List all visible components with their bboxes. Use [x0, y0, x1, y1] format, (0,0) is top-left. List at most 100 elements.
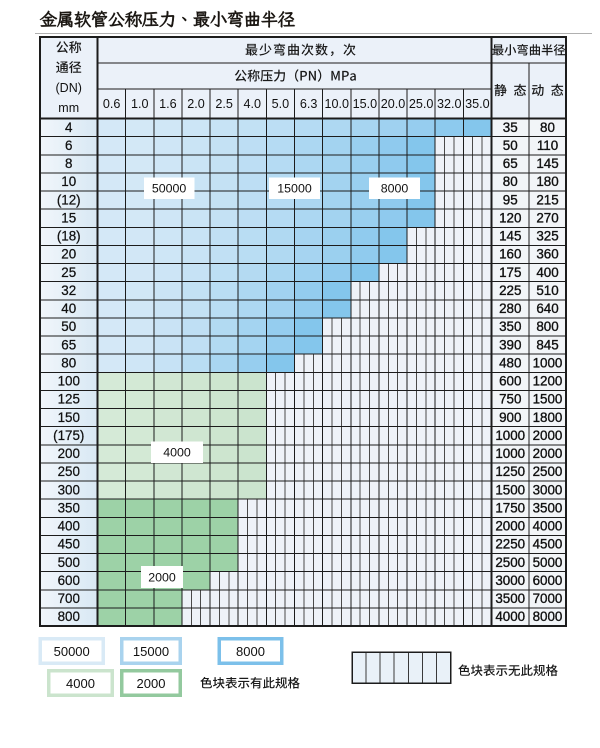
svg-text:8000: 8000: [533, 609, 563, 624]
svg-text:390: 390: [499, 337, 521, 352]
svg-text:1000: 1000: [495, 446, 525, 461]
svg-text:350: 350: [499, 319, 521, 334]
svg-text:mm: mm: [58, 101, 79, 115]
svg-text:80: 80: [61, 355, 76, 370]
svg-text:160: 160: [499, 247, 521, 262]
svg-text:845: 845: [536, 337, 558, 352]
svg-text:2000: 2000: [495, 519, 525, 534]
svg-text:4000: 4000: [66, 676, 95, 691]
svg-text:35.0: 35.0: [465, 97, 490, 111]
svg-text:150: 150: [58, 410, 80, 425]
svg-text:120: 120: [499, 210, 521, 225]
svg-text:8000: 8000: [381, 182, 409, 196]
svg-text:50000: 50000: [54, 644, 90, 659]
svg-text:2500: 2500: [533, 464, 563, 479]
svg-text:200: 200: [58, 446, 80, 461]
svg-text:480: 480: [499, 355, 521, 370]
svg-text:4: 4: [65, 120, 73, 135]
svg-text:32: 32: [61, 283, 76, 298]
svg-text:8000: 8000: [236, 644, 265, 659]
svg-text:40: 40: [61, 301, 76, 316]
svg-text:15000: 15000: [133, 644, 169, 659]
svg-text:800: 800: [58, 609, 80, 624]
svg-text:360: 360: [536, 247, 558, 262]
svg-text:6.3: 6.3: [300, 97, 318, 111]
svg-text:600: 600: [58, 573, 80, 588]
svg-text:6000: 6000: [533, 573, 563, 588]
svg-text:3500: 3500: [533, 500, 563, 515]
svg-text:2000: 2000: [148, 570, 176, 584]
svg-text:640: 640: [536, 301, 558, 316]
svg-text:110: 110: [537, 138, 558, 153]
svg-text:(12): (12): [57, 192, 81, 207]
svg-text:20: 20: [61, 247, 76, 262]
svg-text:4000: 4000: [533, 519, 563, 534]
svg-text:15000: 15000: [277, 182, 312, 196]
svg-text:3000: 3000: [495, 573, 525, 588]
svg-text:350: 350: [58, 500, 80, 515]
svg-text:100: 100: [58, 374, 80, 389]
svg-text:900: 900: [499, 410, 521, 425]
svg-text:2000: 2000: [137, 676, 166, 691]
svg-text:1000: 1000: [533, 355, 563, 370]
svg-text:32.0: 32.0: [437, 97, 462, 111]
svg-text:7000: 7000: [533, 591, 563, 606]
svg-text:1750: 1750: [495, 500, 525, 515]
svg-text:0.6: 0.6: [103, 97, 121, 111]
svg-text:1500: 1500: [495, 482, 525, 497]
svg-text:(18): (18): [57, 229, 81, 244]
svg-text:1.6: 1.6: [159, 97, 177, 111]
svg-text:10.0: 10.0: [324, 97, 349, 111]
svg-text:2250: 2250: [495, 537, 525, 552]
svg-text:2500: 2500: [495, 555, 525, 570]
svg-text:145: 145: [499, 229, 521, 244]
svg-text:400: 400: [536, 265, 558, 280]
svg-text:215: 215: [536, 192, 558, 207]
svg-text:2000: 2000: [533, 446, 563, 461]
svg-text:5.0: 5.0: [272, 97, 290, 111]
svg-text:10: 10: [61, 174, 76, 189]
svg-text:50000: 50000: [152, 182, 187, 196]
svg-text:325: 325: [536, 229, 558, 244]
svg-text:1800: 1800: [533, 410, 563, 425]
svg-text:270: 270: [536, 210, 558, 225]
svg-text:(175): (175): [53, 428, 84, 443]
svg-text:4000: 4000: [495, 609, 525, 624]
svg-text:700: 700: [58, 591, 80, 606]
svg-text:35: 35: [503, 120, 518, 135]
svg-text:6: 6: [65, 138, 72, 153]
svg-text:5000: 5000: [533, 555, 563, 570]
svg-text:80: 80: [503, 174, 518, 189]
svg-text:8: 8: [65, 156, 72, 171]
svg-text:65: 65: [503, 156, 518, 171]
svg-text:95: 95: [503, 192, 518, 207]
svg-text:800: 800: [536, 319, 558, 334]
svg-text:225: 225: [499, 283, 521, 298]
svg-text:1200: 1200: [533, 374, 563, 389]
svg-text:2.0: 2.0: [187, 97, 205, 111]
svg-text:50: 50: [61, 319, 76, 334]
svg-text:3500: 3500: [495, 591, 525, 606]
svg-text:510: 510: [536, 283, 558, 298]
svg-text:1.0: 1.0: [131, 97, 149, 111]
svg-text:280: 280: [499, 301, 521, 316]
svg-text:20.0: 20.0: [381, 97, 406, 111]
svg-text:50: 50: [503, 138, 518, 153]
svg-text:175: 175: [499, 265, 521, 280]
svg-text:300: 300: [58, 482, 80, 497]
svg-text:2000: 2000: [533, 428, 563, 443]
svg-text:180: 180: [536, 174, 558, 189]
svg-text:65: 65: [61, 337, 76, 352]
svg-text:15.0: 15.0: [353, 97, 378, 111]
svg-text:25: 25: [61, 265, 76, 280]
svg-text:3000: 3000: [533, 482, 563, 497]
svg-text:80: 80: [540, 120, 555, 135]
svg-text:(DN): (DN): [56, 81, 82, 95]
svg-text:600: 600: [499, 374, 521, 389]
svg-text:2.5: 2.5: [215, 97, 233, 111]
svg-text:500: 500: [58, 555, 80, 570]
svg-text:25.0: 25.0: [409, 97, 434, 111]
svg-text:4500: 4500: [533, 537, 563, 552]
svg-text:250: 250: [58, 464, 80, 479]
svg-text:400: 400: [58, 519, 80, 534]
